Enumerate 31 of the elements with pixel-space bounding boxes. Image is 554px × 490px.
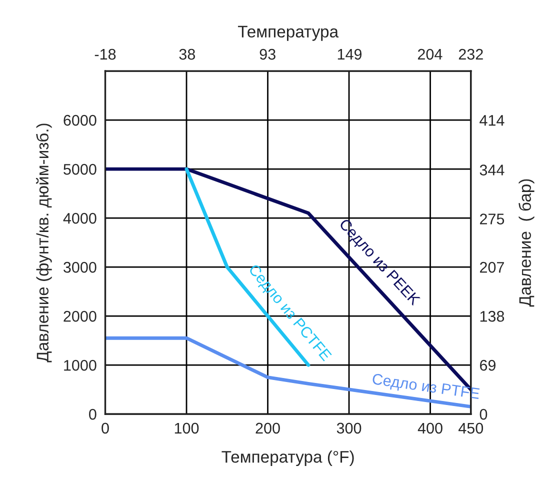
y-tick-label: 3000 bbox=[64, 262, 96, 273]
y2-tick-label: 138 bbox=[480, 310, 504, 322]
text: Седло из PTFE bbox=[372, 373, 480, 402]
y-tick-label: 1000 bbox=[64, 360, 96, 371]
y-tick-label: 0 bbox=[89, 408, 96, 420]
y-tick-label: 2000 bbox=[64, 310, 96, 322]
y-tick-label: 5000 bbox=[64, 164, 96, 175]
x-tick-label: 0 bbox=[102, 422, 109, 434]
y-axis-title: Давление (фунт/кв. дюйм-изб.) bbox=[36, 124, 52, 362]
x-tick-label: 450 bbox=[458, 422, 484, 434]
x2-tick-label: 204 bbox=[418, 48, 442, 60]
y2-axis-title: Давление ( бар) bbox=[518, 179, 534, 307]
x2-tick-label: 38 bbox=[179, 48, 195, 60]
x-tick-label: 100 bbox=[174, 422, 199, 434]
y2-tick-label: 69 bbox=[480, 360, 496, 371]
x-tick-label: 300 bbox=[336, 422, 362, 434]
x2-tick-label: 232 bbox=[458, 48, 483, 60]
x2-tick-label: 93 bbox=[260, 48, 276, 60]
x2-tick-label: 149 bbox=[338, 48, 362, 60]
x-tick-label: 200 bbox=[256, 422, 280, 434]
y2-tick-label: 207 bbox=[480, 262, 504, 273]
x-axis-title: Температура (°F) bbox=[222, 450, 354, 466]
y2-tick-label: 0 bbox=[480, 408, 488, 420]
x2-tick-label: -18 bbox=[94, 48, 116, 60]
y2-tick-label: 414 bbox=[480, 115, 504, 126]
y2-tick-label: 275 bbox=[480, 214, 504, 224]
y-tick-label: 4000 bbox=[63, 212, 96, 224]
x2-axis-title: Температура bbox=[238, 26, 339, 41]
y-tick-label: 6000 bbox=[64, 114, 96, 126]
x-tick-label: 400 bbox=[418, 422, 442, 434]
y2-tick-label: 344 bbox=[480, 164, 504, 176]
